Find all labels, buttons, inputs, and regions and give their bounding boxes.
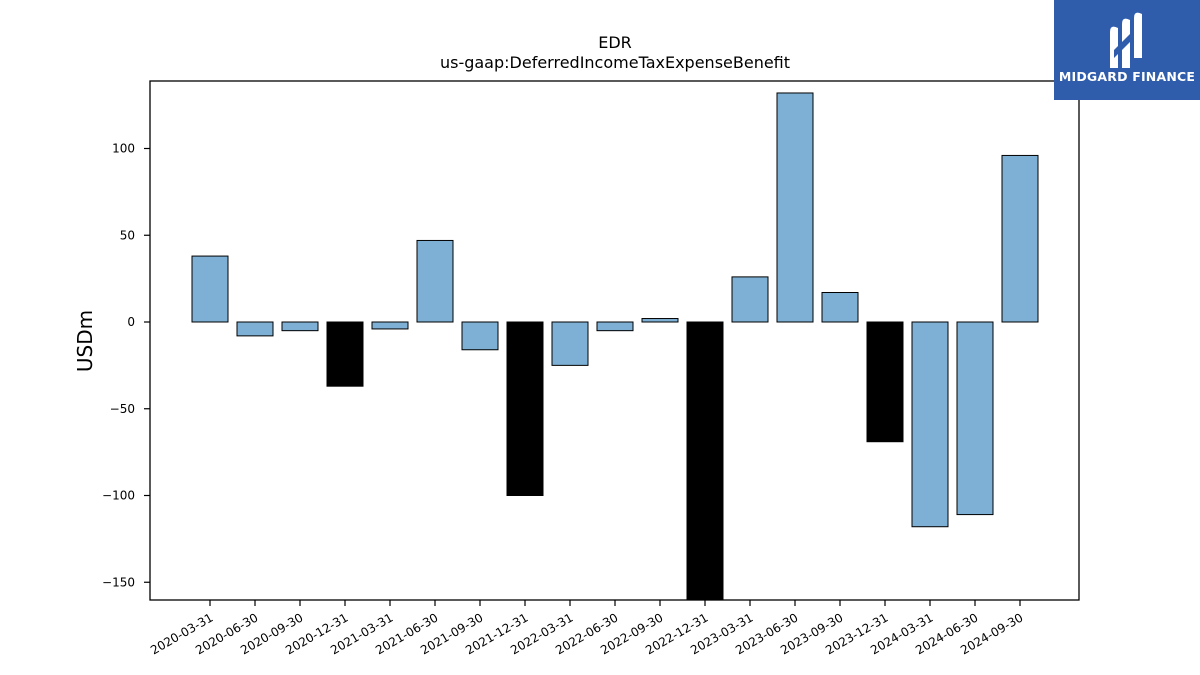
bar-2023-03-31 [731,276,769,323]
y-tick-label: 50 [120,228,135,242]
bar-2020-06-30 [236,321,274,337]
brand-name: MIDGARD FINANCE [1058,69,1196,84]
bar-2020-09-30 [281,321,319,332]
bar-2024-09-30 [1001,154,1039,323]
bar-2021-06-30 [416,239,454,323]
midgard-m-logo-icon [1110,12,1142,69]
bar-2024-06-30 [956,321,994,516]
y-tick-label: −50 [110,402,135,416]
bar-2024-03-31 [911,321,949,528]
bar-2022-09-30 [641,318,679,323]
bar-2022-12-31 [686,321,724,601]
bar-2022-06-30 [596,321,634,332]
y-axis-label: USDm [73,310,97,372]
bar-2020-12-31 [326,321,364,387]
y-tick-label: 100 [112,142,135,156]
chart-title: EDR [598,33,632,52]
bar-2021-12-31 [506,321,544,496]
chart-subtitle: us-gaap:DeferredIncomeTaxExpenseBenefit [440,53,790,72]
bar-2021-09-30 [461,321,499,351]
bars-group [191,92,1039,601]
plot-frame [149,80,1080,601]
x-axis: 2020-03-312020-06-302020-09-302020-12-31… [148,600,1026,657]
bar-2023-12-31 [866,321,904,443]
bar-2023-06-30 [776,92,814,323]
bar-2020-03-31 [191,255,229,323]
y-tick-label: −100 [102,489,135,503]
y-axis: −150 −100 −50 0 50 100 [102,142,150,589]
bar-2022-03-31 [551,321,589,366]
bar-2023-09-30 [821,292,859,323]
brand-logo: MIDGARD FINANCE [1054,0,1200,100]
y-tick-label: 0 [127,315,135,329]
bar-2021-03-31 [371,321,409,330]
y-tick-label: −150 [102,575,135,589]
